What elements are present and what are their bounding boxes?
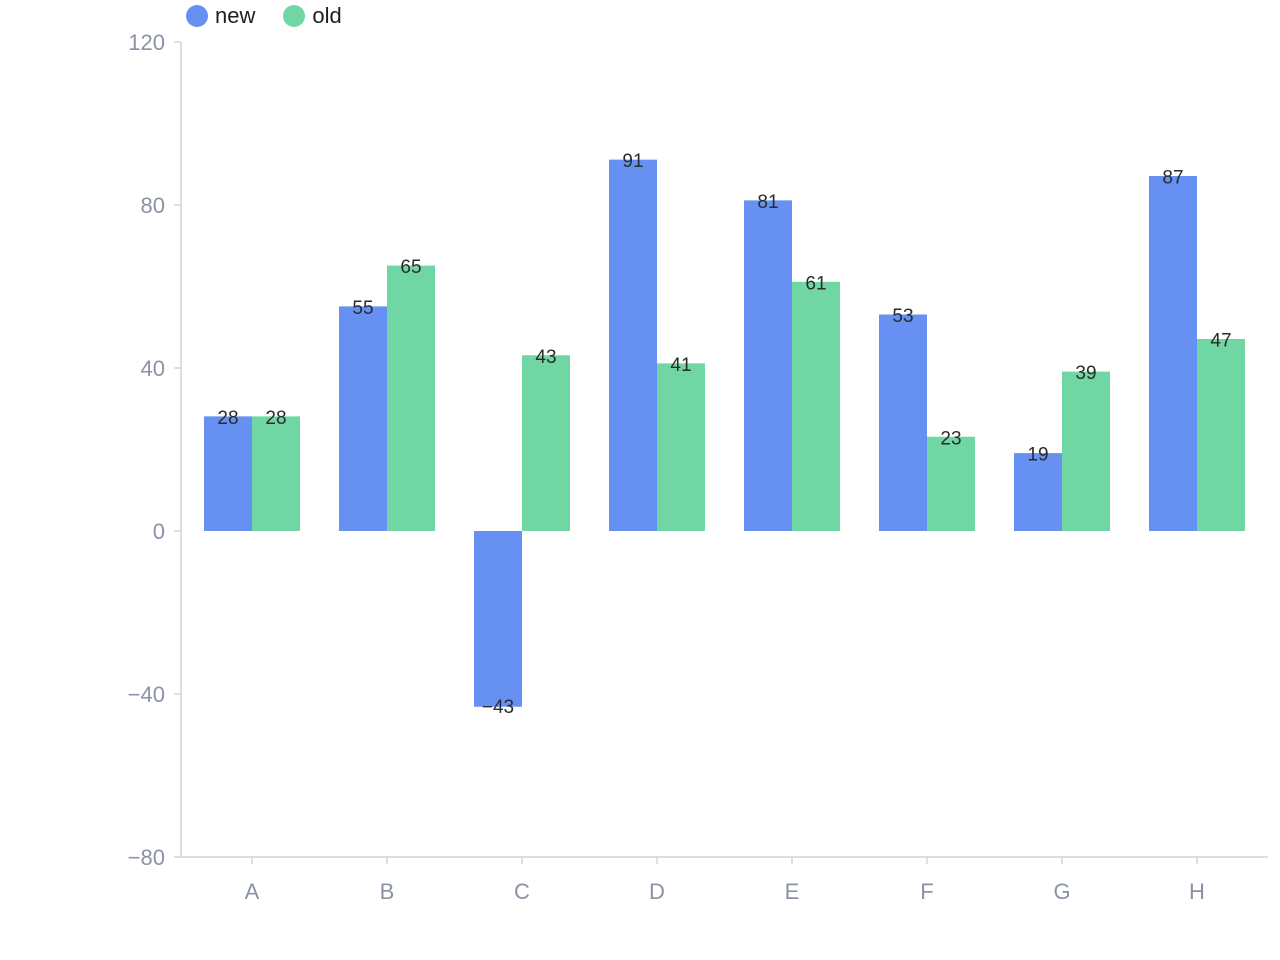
bar-new-E	[744, 200, 792, 532]
bar-new-C	[474, 531, 522, 707]
data-label-new-F: 53	[892, 306, 913, 327]
bar-new-B	[339, 306, 387, 531]
bar-new-H	[1149, 176, 1197, 531]
legend-item-old[interactable]: old	[283, 3, 342, 29]
bar-old-A	[252, 416, 300, 531]
data-label-new-G: 19	[1027, 445, 1048, 466]
data-label-old-G: 39	[1075, 363, 1096, 384]
data-label-old-E: 61	[805, 273, 826, 294]
x-tick-label: G	[1053, 879, 1070, 904]
x-tick-label: D	[649, 879, 665, 904]
bar-new-A	[204, 416, 252, 531]
axes: −80 −40 0 40 80 120 A B C D E F G H	[128, 30, 1268, 904]
data-label-new-C: −43	[482, 697, 514, 718]
bar-new-F	[879, 315, 927, 531]
legend-swatch-old	[283, 5, 306, 27]
data-label-old-F: 23	[940, 428, 961, 449]
data-label-new-H: 87	[1162, 167, 1183, 188]
bars	[204, 159, 1245, 707]
bar-old-C	[522, 355, 570, 531]
y-tick-label: 120	[128, 30, 165, 55]
data-label-new-E: 81	[757, 192, 778, 213]
bar-old-E	[792, 282, 840, 531]
legend-item-new[interactable]: new	[186, 3, 255, 29]
data-label-old-A: 28	[265, 408, 286, 429]
y-tick-label: −40	[128, 682, 165, 707]
x-tick-label: E	[785, 879, 800, 904]
data-label-old-D: 41	[670, 355, 691, 376]
legend: new old	[186, 3, 342, 29]
data-labels: 28 55 −43 91 81 53 19 87 28 65 43 41 61 23 39 47	[217, 151, 1231, 718]
bar-old-H	[1197, 339, 1245, 531]
bar-new-D	[609, 160, 657, 532]
legend-label-old: old	[312, 3, 342, 28]
data-label-old-C: 43	[535, 347, 556, 368]
x-tick-label: F	[920, 879, 933, 904]
legend-swatch-new	[186, 5, 208, 27]
y-tick-label: 80	[141, 193, 165, 218]
bar-old-G	[1062, 372, 1110, 531]
y-tick-label: 40	[141, 356, 165, 381]
data-label-old-H: 47	[1210, 330, 1231, 351]
data-label-new-A: 28	[217, 408, 238, 429]
x-tick-label: B	[380, 879, 395, 904]
x-tick-label: C	[514, 879, 530, 904]
legend-label-new: new	[215, 3, 256, 28]
x-tick-label: A	[245, 879, 260, 904]
data-label-new-B: 55	[352, 298, 373, 319]
bar-old-B	[387, 266, 435, 531]
y-tick-label: 0	[153, 519, 165, 544]
data-label-old-B: 65	[400, 257, 421, 278]
bar-old-F	[927, 437, 975, 531]
bar-new-G	[1014, 453, 1062, 531]
x-tick-label: H	[1189, 879, 1205, 904]
bar-old-D	[657, 363, 705, 531]
data-label-new-D: 91	[622, 151, 643, 172]
y-tick-label: −80	[128, 845, 165, 870]
